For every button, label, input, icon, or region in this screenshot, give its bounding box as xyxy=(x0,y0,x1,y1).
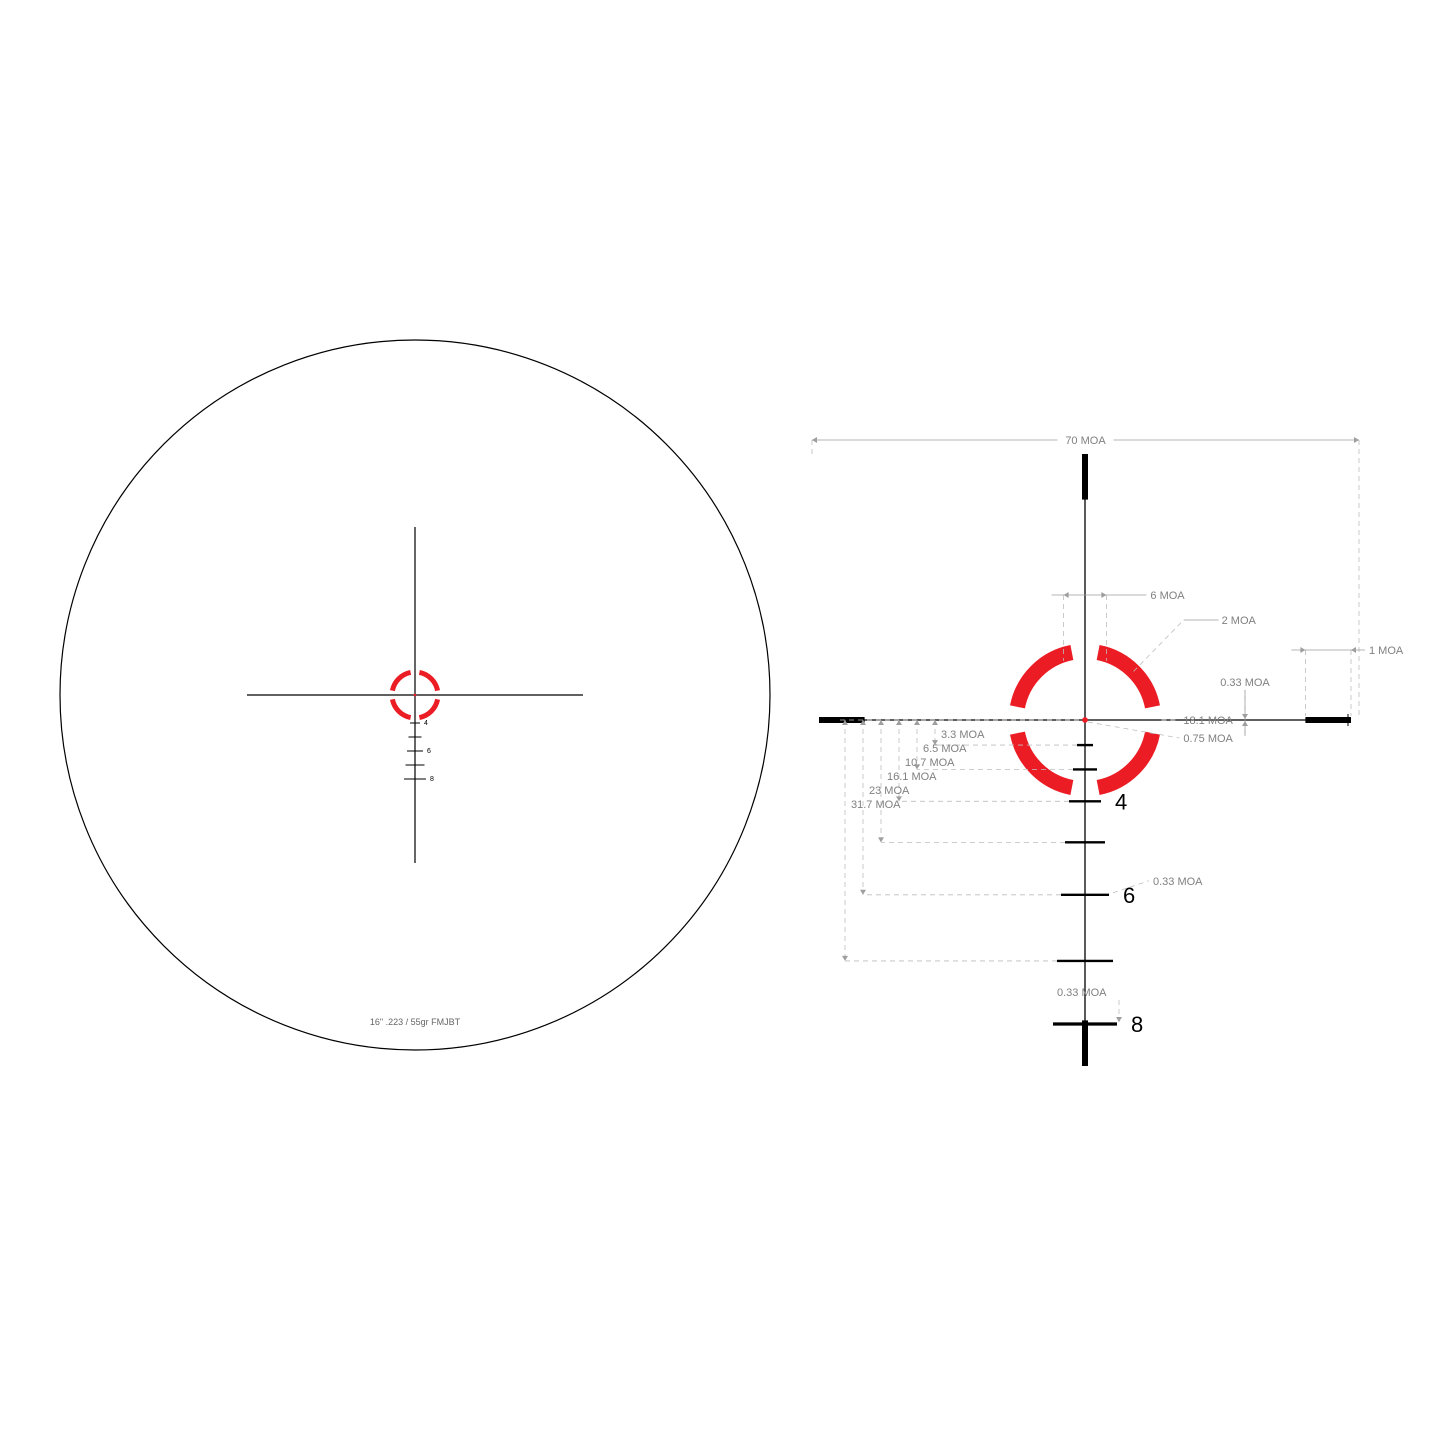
dim-3.3MOA: 3.3 MOA xyxy=(941,729,985,741)
svg-text:6: 6 xyxy=(427,748,431,755)
dim-6moa: 6 MOA xyxy=(1150,590,1185,602)
dim-23MOA: 23 MOA xyxy=(869,785,910,797)
right-detail-view: 70 MOA 1 MOA 0.33 MOA 6 MOA 2 MOA 18.1 MOA 0.7… xyxy=(812,432,1404,1066)
svg-text:4: 4 xyxy=(424,720,428,727)
dim-6.5MOA: 6.5 MOA xyxy=(923,743,967,755)
spec-text: 16" .223 / 55gr FMJBT xyxy=(370,1017,461,1027)
dim-033-horiz: 0.33 MOA xyxy=(1220,677,1270,689)
dim-70moa: 70 MOA xyxy=(1065,435,1106,447)
dim-181moa: 18.1 MOA xyxy=(1183,715,1233,727)
range-4: 4 xyxy=(1115,789,1127,814)
dim-075moa: 0.75 MOA xyxy=(1183,733,1233,745)
dim-1moa: 1 MOA xyxy=(1369,645,1404,657)
dim-2moa: 2 MOA xyxy=(1222,615,1257,627)
dim-31.7MOA: 31.7 MOA xyxy=(851,799,901,811)
dim-10.7MOA: 10.7 MOA xyxy=(905,757,955,769)
range-6: 6 xyxy=(1123,883,1135,908)
svg-text:8: 8 xyxy=(430,776,434,783)
reticle-diagram: 4 6 8 16" .223 / 55gr FMJBT 70 MOA 1 MOA 0.33 … xyxy=(0,0,1445,1445)
dim-033-bdc-a: 0.33 MOA xyxy=(1153,876,1203,888)
dim-033-bdc-b: 0.33 MOA xyxy=(1057,987,1107,999)
range-8: 8 xyxy=(1131,1012,1143,1037)
dim-16.1MOA: 16.1 MOA xyxy=(887,771,937,783)
left-scope-view: 4 6 8 16" .223 / 55gr FMJBT xyxy=(60,340,770,1050)
